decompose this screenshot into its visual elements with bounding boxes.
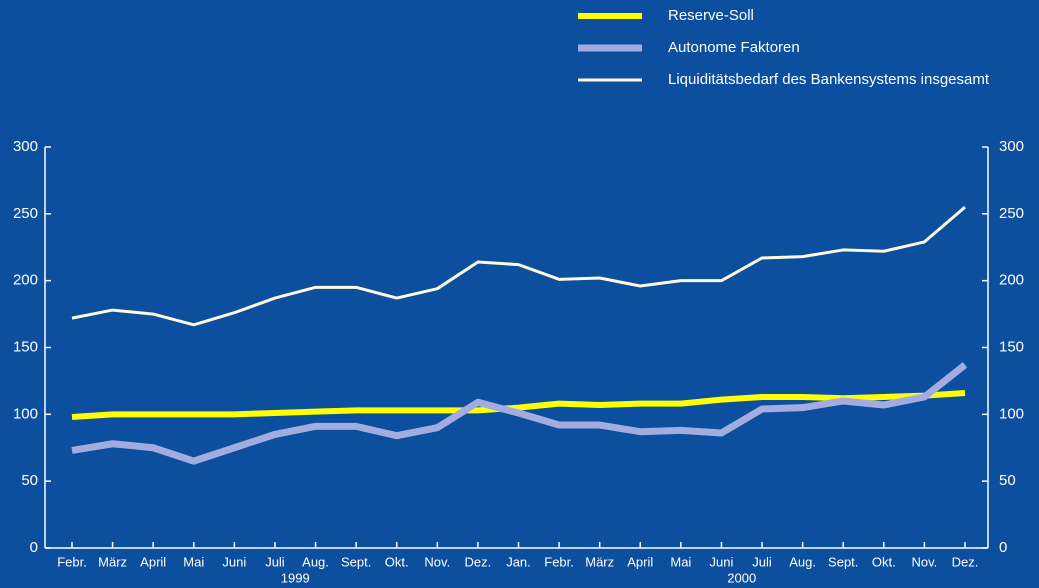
x-tick-label: Juni xyxy=(710,554,734,569)
x-tick-label: Dez. xyxy=(952,554,979,569)
y-tick-label: 100 xyxy=(13,405,38,422)
y2-tick-label: 200 xyxy=(999,272,1024,289)
x-tick-label: Juli xyxy=(752,554,772,569)
legend-label: Liquiditätsbedarf des Bankensystems insg… xyxy=(668,71,990,88)
series-line xyxy=(71,362,968,465)
x-tick-label: Mai xyxy=(670,554,691,569)
y2-tick-label: 300 xyxy=(999,138,1024,155)
x-tick-label: Okt. xyxy=(385,554,409,569)
x-tick-label: April xyxy=(627,554,653,569)
year-label: 2000 xyxy=(727,570,756,585)
x-tick-label: Nov. xyxy=(912,554,938,569)
x-tick-label: März xyxy=(98,554,127,569)
y2-tick-label: 150 xyxy=(999,338,1024,355)
legend-label: Reserve-Soll xyxy=(668,7,754,24)
x-tick-label: Juli xyxy=(265,554,285,569)
series-line xyxy=(71,389,966,421)
x-tick-label: Febr. xyxy=(57,554,87,569)
x-tick-label: Febr. xyxy=(544,554,574,569)
x-tick-label: Aug. xyxy=(789,554,816,569)
y2-tick-label: 0 xyxy=(999,539,1007,556)
x-tick-label: Sept. xyxy=(828,554,858,569)
x-tick-label: Okt. xyxy=(872,554,896,569)
y-tick-label: 250 xyxy=(13,205,38,222)
x-tick-label: April xyxy=(140,554,166,569)
x-tick-label: Jan. xyxy=(506,554,531,569)
x-tick-label: Mai xyxy=(183,554,204,569)
y-tick-label: 50 xyxy=(21,472,38,489)
x-tick-label: Dez. xyxy=(465,554,492,569)
x-tick-label: Sept. xyxy=(341,554,371,569)
y2-tick-label: 50 xyxy=(999,472,1016,489)
x-tick-label: März xyxy=(585,554,614,569)
year-label: 1999 xyxy=(281,570,310,585)
x-tick-label: Juni xyxy=(222,554,246,569)
y2-tick-label: 250 xyxy=(999,205,1024,222)
x-tick-label: Aug. xyxy=(302,554,329,569)
series-line xyxy=(71,206,966,327)
x-tick-label: Nov. xyxy=(424,554,450,569)
y-tick-label: 300 xyxy=(13,138,38,155)
y-tick-label: 150 xyxy=(13,338,38,355)
y2-tick-label: 100 xyxy=(999,405,1024,422)
y-tick-label: 200 xyxy=(13,272,38,289)
legend-label: Autonome Faktoren xyxy=(668,39,800,56)
y-tick-label: 0 xyxy=(30,539,38,556)
